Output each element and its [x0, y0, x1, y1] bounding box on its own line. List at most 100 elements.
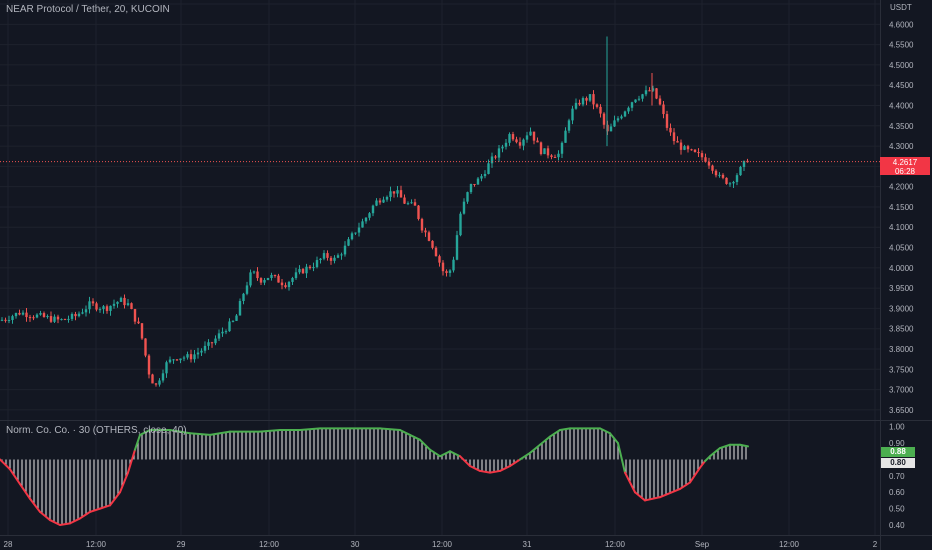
candle-body[interactable]	[585, 98, 588, 101]
candle-body[interactable]	[123, 297, 126, 306]
candle-body[interactable]	[441, 262, 445, 272]
candle-body[interactable]	[368, 213, 371, 218]
candle-body[interactable]	[567, 120, 571, 131]
candle-body[interactable]	[305, 266, 308, 274]
candle-body[interactable]	[613, 120, 616, 127]
candle-body[interactable]	[56, 316, 60, 320]
candle-body[interactable]	[378, 200, 382, 203]
chart-title[interactable]: NEAR Protocol / Tether, 20, KUCOIN	[6, 4, 170, 15]
candle-body[interactable]	[490, 156, 494, 164]
candle-body[interactable]	[74, 314, 77, 317]
candle-body[interactable]	[546, 148, 550, 156]
candle-body[interactable]	[361, 221, 364, 228]
candle-body[interactable]	[571, 108, 574, 121]
candle-body[interactable]	[424, 230, 427, 233]
candle-body[interactable]	[438, 256, 441, 263]
candle-body[interactable]	[217, 333, 221, 339]
candle-body[interactable]	[133, 309, 137, 322]
candle-body[interactable]	[301, 269, 305, 274]
candle-body[interactable]	[63, 319, 67, 321]
candle-body[interactable]	[581, 98, 585, 105]
candle-body[interactable]	[700, 153, 704, 158]
candle-body[interactable]	[214, 338, 217, 344]
candle-body[interactable]	[599, 106, 602, 114]
candle-body[interactable]	[462, 201, 466, 214]
candle-body[interactable]	[98, 309, 102, 311]
candle-body[interactable]	[483, 173, 487, 177]
candle-body[interactable]	[70, 314, 74, 319]
candle-body[interactable]	[280, 282, 284, 286]
candle-body[interactable]	[203, 345, 207, 351]
candle-body[interactable]	[704, 157, 707, 162]
candle-body[interactable]	[427, 232, 431, 241]
candle-body[interactable]	[312, 267, 315, 269]
candle-body[interactable]	[259, 278, 263, 283]
candle-body[interactable]	[595, 104, 599, 107]
candle-body[interactable]	[116, 301, 119, 304]
candle-body[interactable]	[277, 275, 280, 283]
candle-body[interactable]	[410, 202, 413, 204]
candle-body[interactable]	[130, 303, 133, 310]
candle-body[interactable]	[105, 306, 109, 311]
candle-body[interactable]	[623, 111, 627, 117]
candle-body[interactable]	[707, 161, 711, 166]
candle-body[interactable]	[81, 312, 84, 314]
candle-body[interactable]	[231, 320, 235, 322]
candle-body[interactable]	[329, 257, 333, 261]
candle-body[interactable]	[91, 301, 95, 304]
candle-body[interactable]	[445, 271, 448, 273]
candle-body[interactable]	[39, 313, 42, 315]
candle-body[interactable]	[522, 139, 525, 146]
candle-body[interactable]	[193, 354, 196, 360]
candle-body[interactable]	[158, 380, 161, 385]
candle-body[interactable]	[270, 274, 273, 278]
candle-body[interactable]	[228, 321, 231, 332]
candle-body[interactable]	[651, 88, 655, 91]
candle-body[interactable]	[354, 232, 357, 234]
candle-body[interactable]	[357, 227, 361, 233]
candle-body[interactable]	[672, 132, 676, 142]
candle-body[interactable]	[147, 355, 151, 375]
candle-body[interactable]	[718, 174, 721, 176]
candle-body[interactable]	[42, 313, 46, 317]
candle-body[interactable]	[4, 319, 7, 321]
candle-body[interactable]	[35, 314, 39, 318]
candle-body[interactable]	[725, 177, 728, 184]
candle-body[interactable]	[224, 331, 228, 333]
candle-body[interactable]	[721, 174, 725, 178]
candle-body[interactable]	[154, 383, 158, 385]
candle-body[interactable]	[319, 258, 322, 261]
candle-body[interactable]	[420, 218, 424, 231]
candle-body[interactable]	[336, 255, 340, 258]
candle-body[interactable]	[431, 240, 434, 248]
candle-body[interactable]	[196, 352, 200, 355]
candle-body[interactable]	[574, 102, 578, 109]
candle-body[interactable]	[434, 247, 438, 257]
candle-body[interactable]	[322, 253, 326, 259]
candle-body[interactable]	[634, 99, 637, 103]
candle-body[interactable]	[739, 166, 742, 176]
candle-body[interactable]	[140, 323, 144, 339]
candle-body[interactable]	[564, 130, 567, 143]
candle-body[interactable]	[252, 271, 256, 273]
candle-body[interactable]	[245, 285, 249, 294]
candle-body[interactable]	[676, 141, 679, 143]
candle-body[interactable]	[392, 191, 396, 194]
candle-body[interactable]	[385, 196, 389, 200]
candle-body[interactable]	[151, 374, 154, 384]
candle-body[interactable]	[102, 306, 105, 310]
candle-body[interactable]	[455, 235, 459, 260]
candle-body[interactable]	[238, 300, 242, 316]
candle-body[interactable]	[165, 362, 168, 374]
candle-body[interactable]	[294, 272, 298, 279]
candle-body[interactable]	[602, 113, 606, 125]
candle-body[interactable]	[172, 359, 175, 361]
candle-body[interactable]	[291, 278, 294, 282]
candle-body[interactable]	[620, 116, 623, 119]
candle-body[interactable]	[14, 312, 18, 317]
candle-body[interactable]	[315, 260, 319, 268]
candle-body[interactable]	[711, 165, 714, 171]
candle-body[interactable]	[679, 142, 683, 150]
candle-body[interactable]	[480, 176, 483, 179]
